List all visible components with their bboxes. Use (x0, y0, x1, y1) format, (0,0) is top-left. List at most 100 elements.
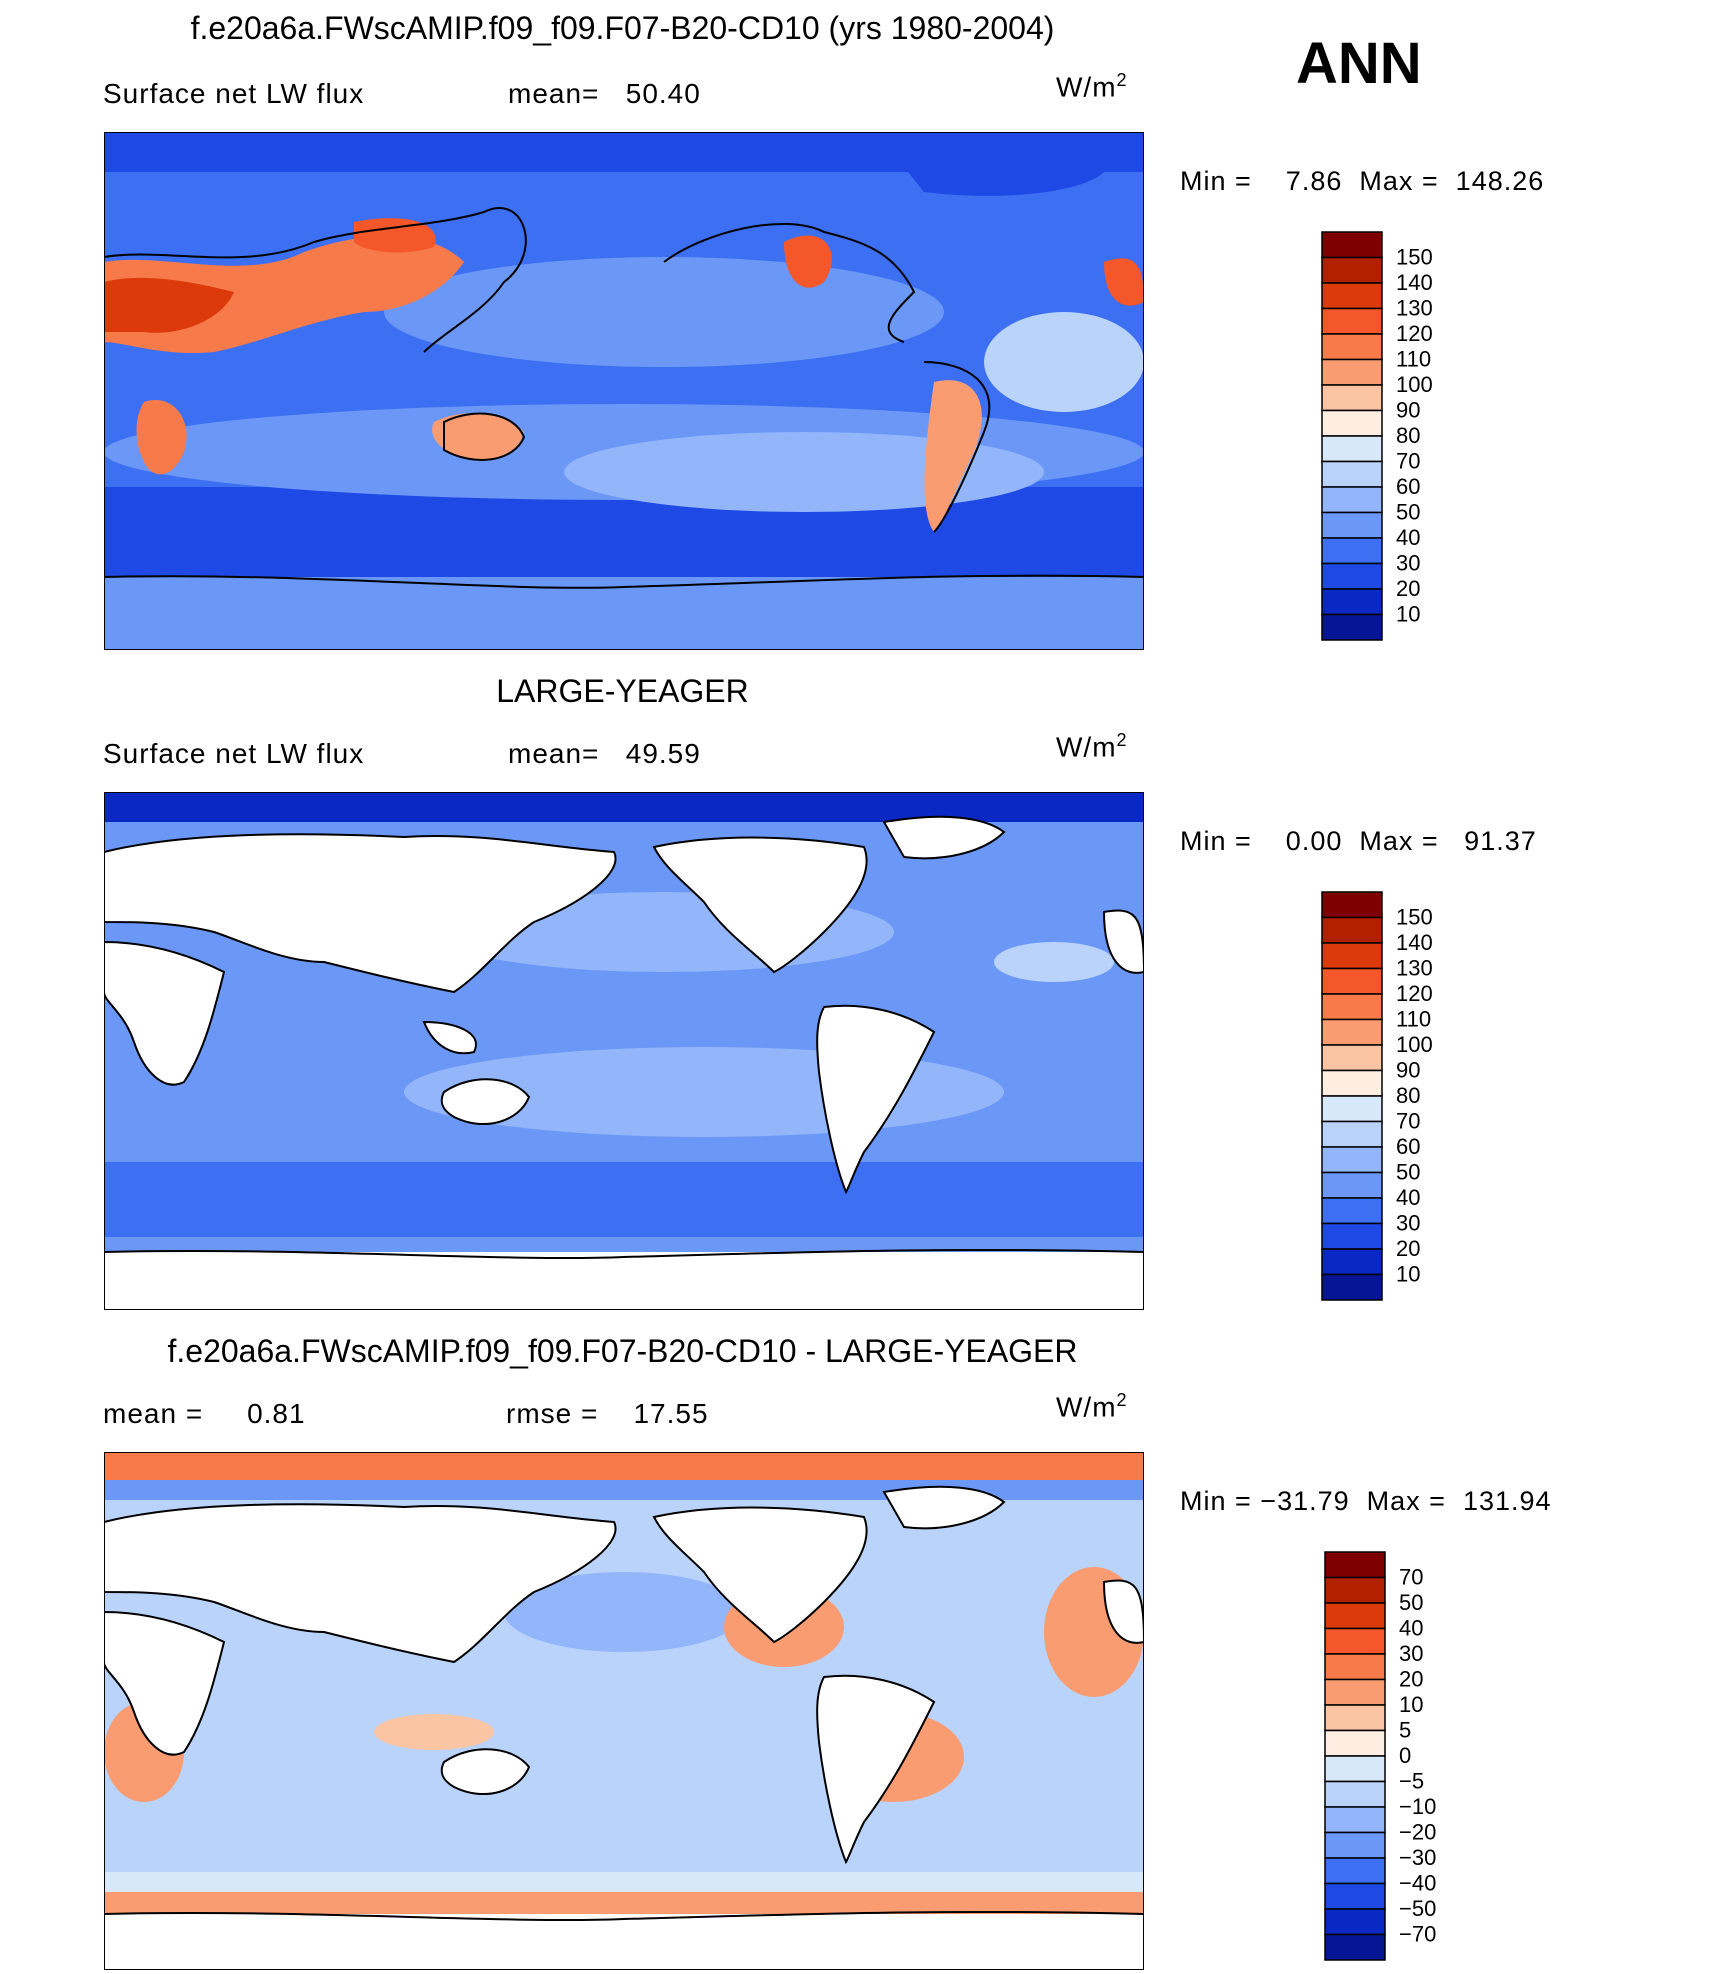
colorbar-2-swatch-10 (1321, 1146, 1383, 1174)
colorbar-2-tick-label-5: 100 (1396, 1032, 1433, 1057)
colorbar-2-tick-label-10: 50 (1396, 1160, 1420, 1185)
colorbar-2-tick-label-8: 70 (1396, 1109, 1420, 1134)
panel-3-antarctica-mask (104, 1914, 1144, 1970)
colorbar-3-swatch-1 (1324, 1576, 1386, 1604)
colorbar-2-swatch-5 (1321, 1018, 1383, 1046)
colorbar-3-swatch-15 (1324, 1933, 1386, 1961)
panel-1-andes (924, 380, 982, 532)
panel-3-max-label: Max = (1366, 1486, 1446, 1516)
colorbar-2-tick-label-6: 90 (1396, 1058, 1420, 1083)
colorbar-3-swatch-4 (1324, 1653, 1386, 1681)
colorbar-1-tick-label-2: 130 (1396, 296, 1433, 321)
colorbar-3-tick-label-11: −30 (1399, 1845, 1436, 1870)
panel-3-eurasia (104, 1503, 617, 1664)
colorbar-1-tick-label-14: 10 (1396, 602, 1420, 627)
colorbar-3-tick-label-14: −70 (1399, 1922, 1436, 1947)
panel-1-max-label: Max = (1359, 166, 1439, 196)
panel-3-units-base: W/m (1056, 1391, 1117, 1423)
colorbar-2-swatch-14 (1321, 1248, 1383, 1276)
colorbar-2-swatch-13 (1321, 1222, 1383, 1250)
panel-2-north-america (652, 836, 868, 974)
colorbar-3-tick-label-3: 30 (1399, 1641, 1423, 1666)
panel-2-max-value: 91.37 (1464, 826, 1537, 856)
panel-3-left-label: mean = 0.81 (103, 1398, 306, 1430)
panel-1-mean-label: mean= 50.40 (508, 78, 701, 110)
panel-2-south-america (816, 1004, 936, 1195)
panel-1-sahara-core (104, 277, 234, 333)
colorbar-1-tick-label-1: 140 (1396, 270, 1433, 295)
colorbar-1-swatch-8 (1321, 435, 1383, 463)
panel-2-units-base: W/m (1056, 731, 1117, 763)
colorbar-2-swatch-2 (1321, 942, 1383, 970)
colorbar-3-tick-label-10: −20 (1399, 1820, 1436, 1845)
colorbar-3-swatch-5 (1324, 1678, 1386, 1706)
panel-3-npac-cool (504, 1572, 744, 1652)
colorbar-3-tick-label-6: 5 (1399, 1718, 1411, 1743)
panel-1-mean-value: 50.40 (625, 78, 701, 109)
colorbar-2-swatch-11 (1321, 1171, 1383, 1199)
panel-1-units: W/m2 (1056, 70, 1128, 103)
colorbar-1-swatch-15 (1321, 613, 1383, 641)
panel-2-arctic-band (104, 792, 1144, 822)
colorbar-1-tick-label-10: 50 (1396, 500, 1420, 525)
colorbar-3-swatch-0 (1324, 1551, 1386, 1579)
colorbar-3-tick-label-4: 20 (1399, 1667, 1423, 1692)
colorbar-3-swatch-13 (1324, 1882, 1386, 1910)
panel-1-antarctic-band (104, 577, 1144, 650)
colorbar-3-swatch-9 (1324, 1780, 1386, 1808)
colorbar-3-tick-label-9: −10 (1399, 1794, 1436, 1819)
panel-3-africa (104, 1610, 226, 1756)
panel-2-mean-label: mean= 49.59 (508, 738, 701, 770)
panel-1-nw-africa-east (1104, 258, 1144, 306)
panel-2-minmax: Min = 0.00 Max = 91.37 (1180, 826, 1537, 857)
colorbar-1-swatch-0 (1321, 231, 1383, 259)
panel-1-left-label: Surface net LW flux (103, 78, 365, 109)
colorbar-1-swatch-4 (1321, 333, 1383, 361)
panel-3-greenland (882, 1485, 1006, 1530)
panel-1-central-asia (354, 218, 436, 253)
panel-2-max-label: Max = (1359, 826, 1439, 856)
colorbar-3-swatch-11 (1324, 1831, 1386, 1859)
panel-3-australia (440, 1748, 531, 1796)
colorbar-2-swatch-7 (1321, 1069, 1383, 1097)
panel-3-minmax: Min = −31.79 Max = 131.94 (1180, 1486, 1552, 1517)
panel-1-minmax: Min = 7.86 Max = 148.26 (1180, 166, 1544, 197)
panel-1-southern-band (104, 487, 1144, 582)
panel-3-rmse-label-text: rmse = (506, 1398, 599, 1429)
panel-1-natl-high (984, 312, 1144, 412)
colorbar-1-tick-label-5: 100 (1396, 372, 1433, 397)
panel-3-north-america (652, 1506, 868, 1644)
panel-1-min-value: 7.86 (1285, 166, 1343, 196)
colorbar-1-tick-label-0: 150 (1396, 245, 1433, 270)
colorbar-2-tick-label-13: 20 (1396, 1236, 1420, 1261)
colorbar-3-swatch-2 (1324, 1602, 1386, 1630)
panel-3-antarctic-warm (104, 1892, 1144, 1914)
panel-3-arctic-band (104, 1452, 1144, 1480)
colorbar-1-swatch-3 (1321, 307, 1383, 335)
panel-2-australia (440, 1078, 531, 1126)
colorbar-3-swatch-8 (1324, 1755, 1386, 1783)
colorbar-2-tick-label-4: 110 (1396, 1007, 1431, 1032)
panel-3-arctic-blue (104, 1480, 1144, 1500)
colorbar-3-swatch-14 (1324, 1908, 1386, 1936)
colorbar-3-tick-label-12: −40 (1399, 1871, 1436, 1896)
colorbar-3-tick-label-5: 10 (1399, 1692, 1423, 1717)
panel-3-mean-label: mean = (103, 1398, 204, 1429)
colorbar-2-tick-label-9: 60 (1396, 1134, 1420, 1159)
colorbar-3-swatch-6 (1324, 1704, 1386, 1732)
panel-2-min-label: Min = (1180, 826, 1252, 856)
colorbar-2-tick-label-2: 130 (1396, 956, 1433, 981)
colorbar-1-swatch-14 (1321, 588, 1383, 616)
panel-1-units-base: W/m (1056, 71, 1117, 103)
panel-2-units: W/m2 (1056, 730, 1128, 763)
colorbar-3-swatch-3 (1324, 1627, 1386, 1655)
colorbar-3-tick-label-8: −5 (1399, 1769, 1424, 1794)
panel-3-indian-warm (374, 1714, 494, 1750)
colorbar-2-swatch-3 (1321, 967, 1383, 995)
panel-3-title: f.e20a6a.FWscAMIP.f09_f09.F07-B20-CD10 -… (167, 1333, 1078, 1369)
colorbar-2-tick-label-3: 120 (1396, 981, 1433, 1006)
panel-3-mean-value: 0.81 (247, 1398, 306, 1429)
